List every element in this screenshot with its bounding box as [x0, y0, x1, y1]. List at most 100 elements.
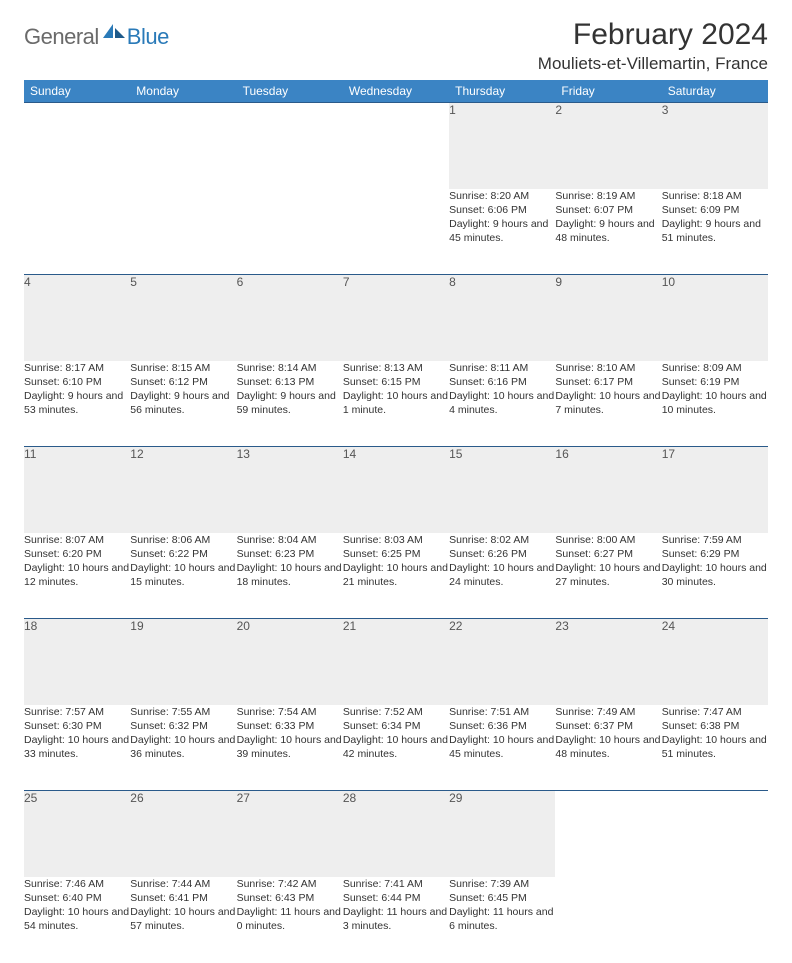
- day-number-cell: 20: [237, 619, 343, 705]
- day-info-cell: [555, 877, 661, 963]
- sunrise-text: Sunrise: 7:49 AM: [555, 705, 661, 719]
- day-info-cell: [24, 189, 130, 275]
- sunset-text: Sunset: 6:17 PM: [555, 375, 661, 389]
- day-info-cell: Sunrise: 8:20 AMSunset: 6:06 PMDaylight:…: [449, 189, 555, 275]
- daylight-text: Daylight: 10 hours and 54 minutes.: [24, 905, 130, 933]
- daylight-text: Daylight: 10 hours and 57 minutes.: [130, 905, 236, 933]
- day-info-cell: Sunrise: 7:47 AMSunset: 6:38 PMDaylight:…: [662, 705, 768, 791]
- day-info-cell: Sunrise: 8:15 AMSunset: 6:12 PMDaylight:…: [130, 361, 236, 447]
- day-number-cell: 17: [662, 447, 768, 533]
- day-number-cell: 24: [662, 619, 768, 705]
- day-info-cell: Sunrise: 8:19 AMSunset: 6:07 PMDaylight:…: [555, 189, 661, 275]
- sunrise-text: Sunrise: 8:11 AM: [449, 361, 555, 375]
- day-number-cell: 6: [237, 275, 343, 361]
- sunrise-text: Sunrise: 8:20 AM: [449, 189, 555, 203]
- day-header: Sunday: [24, 80, 130, 103]
- day-info-cell: Sunrise: 7:52 AMSunset: 6:34 PMDaylight:…: [343, 705, 449, 791]
- logo: General Blue: [24, 22, 169, 51]
- logo-sails-icon: [103, 22, 125, 43]
- day-info-cell: Sunrise: 8:03 AMSunset: 6:25 PMDaylight:…: [343, 533, 449, 619]
- day-header: Wednesday: [343, 80, 449, 103]
- sunset-text: Sunset: 6:41 PM: [130, 891, 236, 905]
- day-number-cell: [555, 791, 661, 877]
- sunrise-text: Sunrise: 7:52 AM: [343, 705, 449, 719]
- day-info-cell: Sunrise: 8:02 AMSunset: 6:26 PMDaylight:…: [449, 533, 555, 619]
- day-number-cell: 18: [24, 619, 130, 705]
- day-number-cell: [24, 103, 130, 189]
- day-number-cell: 1: [449, 103, 555, 189]
- sunset-text: Sunset: 6:40 PM: [24, 891, 130, 905]
- day-number-cell: 21: [343, 619, 449, 705]
- sunset-text: Sunset: 6:22 PM: [130, 547, 236, 561]
- day-number-cell: 10: [662, 275, 768, 361]
- day-number-cell: 5: [130, 275, 236, 361]
- sunrise-text: Sunrise: 8:14 AM: [237, 361, 343, 375]
- day-number-cell: 4: [24, 275, 130, 361]
- sunset-text: Sunset: 6:38 PM: [662, 719, 768, 733]
- sunrise-text: Sunrise: 8:02 AM: [449, 533, 555, 547]
- sunset-text: Sunset: 6:43 PM: [237, 891, 343, 905]
- sunrise-text: Sunrise: 8:13 AM: [343, 361, 449, 375]
- title-block: February 2024 Mouliets-et-Villemartin, F…: [538, 18, 768, 74]
- day-number-cell: 7: [343, 275, 449, 361]
- daylight-text: Daylight: 9 hours and 51 minutes.: [662, 217, 768, 245]
- daylight-text: Daylight: 10 hours and 27 minutes.: [555, 561, 661, 589]
- sunrise-text: Sunrise: 8:04 AM: [237, 533, 343, 547]
- sunrise-text: Sunrise: 7:54 AM: [237, 705, 343, 719]
- sunset-text: Sunset: 6:10 PM: [24, 375, 130, 389]
- day-number-cell: 12: [130, 447, 236, 533]
- sunrise-text: Sunrise: 8:00 AM: [555, 533, 661, 547]
- daylight-text: Daylight: 10 hours and 33 minutes.: [24, 733, 130, 761]
- location: Mouliets-et-Villemartin, France: [538, 54, 768, 74]
- sunrise-text: Sunrise: 8:18 AM: [662, 189, 768, 203]
- sunrise-text: Sunrise: 7:55 AM: [130, 705, 236, 719]
- day-number-cell: [662, 791, 768, 877]
- day-info-cell: Sunrise: 8:11 AMSunset: 6:16 PMDaylight:…: [449, 361, 555, 447]
- daylight-text: Daylight: 10 hours and 15 minutes.: [130, 561, 236, 589]
- daylight-text: Daylight: 9 hours and 59 minutes.: [237, 389, 343, 417]
- sunset-text: Sunset: 6:45 PM: [449, 891, 555, 905]
- sunset-text: Sunset: 6:25 PM: [343, 547, 449, 561]
- day-number-cell: 8: [449, 275, 555, 361]
- sunrise-text: Sunrise: 7:59 AM: [662, 533, 768, 547]
- day-number-cell: [343, 103, 449, 189]
- week-number-row: 45678910: [24, 275, 768, 361]
- daylight-text: Daylight: 9 hours and 45 minutes.: [449, 217, 555, 245]
- day-info-cell: [130, 189, 236, 275]
- sunset-text: Sunset: 6:30 PM: [24, 719, 130, 733]
- sunset-text: Sunset: 6:07 PM: [555, 203, 661, 217]
- week-info-row: Sunrise: 8:17 AMSunset: 6:10 PMDaylight:…: [24, 361, 768, 447]
- daylight-text: Daylight: 10 hours and 36 minutes.: [130, 733, 236, 761]
- sunset-text: Sunset: 6:37 PM: [555, 719, 661, 733]
- week-info-row: Sunrise: 7:57 AMSunset: 6:30 PMDaylight:…: [24, 705, 768, 791]
- day-info-cell: Sunrise: 7:49 AMSunset: 6:37 PMDaylight:…: [555, 705, 661, 791]
- sunset-text: Sunset: 6:29 PM: [662, 547, 768, 561]
- daylight-text: Daylight: 10 hours and 1 minute.: [343, 389, 449, 417]
- sunrise-text: Sunrise: 7:39 AM: [449, 877, 555, 891]
- sunset-text: Sunset: 6:16 PM: [449, 375, 555, 389]
- day-info-cell: Sunrise: 8:10 AMSunset: 6:17 PMDaylight:…: [555, 361, 661, 447]
- day-info-cell: [237, 189, 343, 275]
- day-number-cell: 2: [555, 103, 661, 189]
- sunrise-text: Sunrise: 7:51 AM: [449, 705, 555, 719]
- day-info-cell: Sunrise: 7:54 AMSunset: 6:33 PMDaylight:…: [237, 705, 343, 791]
- sunset-text: Sunset: 6:23 PM: [237, 547, 343, 561]
- daylight-text: Daylight: 10 hours and 12 minutes.: [24, 561, 130, 589]
- day-number-cell: 19: [130, 619, 236, 705]
- day-number-cell: 16: [555, 447, 661, 533]
- sunset-text: Sunset: 6:26 PM: [449, 547, 555, 561]
- daylight-text: Daylight: 10 hours and 48 minutes.: [555, 733, 661, 761]
- day-info-cell: Sunrise: 7:39 AMSunset: 6:45 PMDaylight:…: [449, 877, 555, 963]
- day-info-cell: Sunrise: 7:51 AMSunset: 6:36 PMDaylight:…: [449, 705, 555, 791]
- sunset-text: Sunset: 6:19 PM: [662, 375, 768, 389]
- day-header: Saturday: [662, 80, 768, 103]
- sunset-text: Sunset: 6:06 PM: [449, 203, 555, 217]
- daylight-text: Daylight: 10 hours and 30 minutes.: [662, 561, 768, 589]
- day-info-cell: Sunrise: 7:42 AMSunset: 6:43 PMDaylight:…: [237, 877, 343, 963]
- day-number-cell: [130, 103, 236, 189]
- day-header: Tuesday: [237, 80, 343, 103]
- day-number-cell: 29: [449, 791, 555, 877]
- day-number-cell: 14: [343, 447, 449, 533]
- header: General Blue February 2024 Mouliets-et-V…: [24, 18, 768, 74]
- sunrise-text: Sunrise: 7:42 AM: [237, 877, 343, 891]
